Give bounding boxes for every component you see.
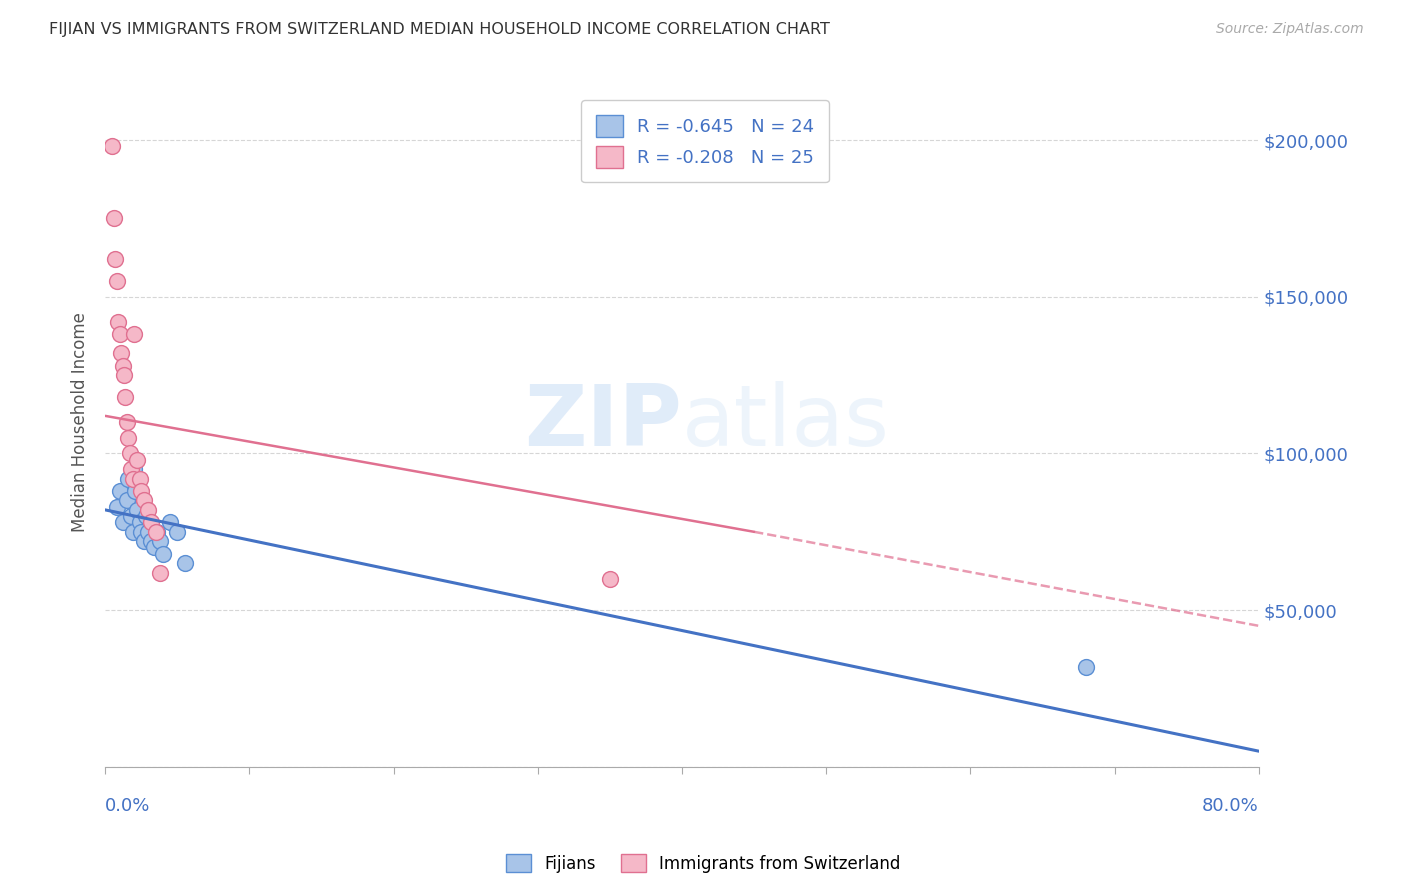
Point [149, 534, 172, 549]
Point [122, 327, 145, 342]
Legend: Fijians, Immigrants from Switzerland: Fijians, Immigrants from Switzerland [499, 847, 907, 880]
Point [115, 493, 138, 508]
Point [166, 524, 188, 539]
Point [141, 516, 163, 530]
Y-axis label: Median Household Income: Median Household Income [72, 312, 89, 533]
Point [111, 516, 134, 530]
Point [128, 471, 150, 485]
Point [143, 541, 166, 555]
Point [121, 471, 143, 485]
Point [138, 503, 160, 517]
Point [134, 534, 156, 549]
Point [173, 556, 195, 570]
Point [141, 534, 163, 549]
Point [159, 516, 181, 530]
Point [128, 516, 150, 530]
Point [120, 509, 142, 524]
Text: ZIP: ZIP [524, 381, 682, 464]
Point [115, 415, 138, 429]
Point [110, 346, 132, 360]
Point [122, 462, 145, 476]
Point [108, 484, 131, 499]
Point [105, 500, 128, 514]
Point [125, 452, 148, 467]
Text: Source: ZipAtlas.com: Source: ZipAtlas.com [1216, 22, 1364, 37]
Text: atlas: atlas [682, 381, 890, 464]
Point [145, 524, 167, 539]
Point [101, 139, 124, 153]
Point [124, 484, 146, 499]
Point [111, 359, 134, 373]
Text: 0.0%: 0.0% [105, 797, 150, 814]
Point [117, 431, 139, 445]
Point [120, 462, 142, 476]
Point [149, 566, 172, 580]
Point [112, 368, 135, 383]
Point [152, 547, 174, 561]
Point [1074, 659, 1097, 673]
Point [103, 211, 125, 226]
Point [135, 509, 157, 524]
Point [107, 315, 129, 329]
Point [104, 252, 127, 267]
Point [121, 524, 143, 539]
Point [105, 274, 128, 288]
Point [129, 484, 152, 499]
Point [599, 572, 621, 586]
Point [129, 524, 152, 539]
Text: FIJIAN VS IMMIGRANTS FROM SWITZERLAND MEDIAN HOUSEHOLD INCOME CORRELATION CHART: FIJIAN VS IMMIGRANTS FROM SWITZERLAND ME… [49, 22, 830, 37]
Point [118, 446, 141, 460]
Point [117, 471, 139, 485]
Point [138, 524, 160, 539]
Text: 80.0%: 80.0% [1202, 797, 1258, 814]
Point [125, 503, 148, 517]
Point [146, 524, 169, 539]
Point [114, 390, 136, 404]
Point [108, 327, 131, 342]
Point [134, 493, 156, 508]
Legend: R = -0.645   N = 24, R = -0.208   N = 25: R = -0.645 N = 24, R = -0.208 N = 25 [581, 100, 830, 182]
